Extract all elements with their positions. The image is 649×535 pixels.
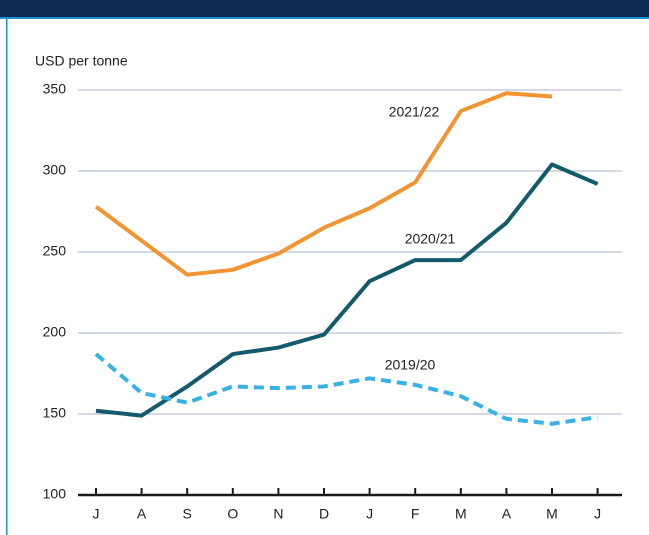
series-label: 2019/20 xyxy=(385,357,436,373)
y-tick-label: 100 xyxy=(43,486,67,502)
x-tick-label: O xyxy=(227,506,238,522)
y-axis-label: USD per tonne xyxy=(35,53,128,69)
x-tick-label: A xyxy=(502,506,512,522)
x-tick-label: J xyxy=(93,506,100,522)
series-line xyxy=(95,162,599,418)
top-rule xyxy=(0,17,649,19)
x-tick-label: M xyxy=(455,506,467,522)
series-label: 2020/21 xyxy=(405,231,456,247)
x-tick-label: S xyxy=(183,506,192,522)
series-line xyxy=(94,352,598,426)
x-tick-label: D xyxy=(319,506,329,522)
x-tick-label: A xyxy=(137,506,147,522)
left-rule xyxy=(6,19,8,535)
y-tick-label: 300 xyxy=(43,162,67,178)
y-tick-label: 150 xyxy=(43,405,67,421)
x-tick-label: J xyxy=(594,506,601,522)
series-line xyxy=(94,91,553,277)
y-tick-label: 250 xyxy=(43,243,67,259)
top-band xyxy=(0,0,649,17)
y-tick-label: 200 xyxy=(43,324,67,340)
x-tick-label: J xyxy=(366,506,373,522)
x-tick-label: N xyxy=(273,506,283,522)
x-tick-label: F xyxy=(411,506,420,522)
y-tick-label: 350 xyxy=(43,81,67,97)
series-label: 2021/22 xyxy=(389,104,440,120)
x-tick-label: M xyxy=(546,506,558,522)
